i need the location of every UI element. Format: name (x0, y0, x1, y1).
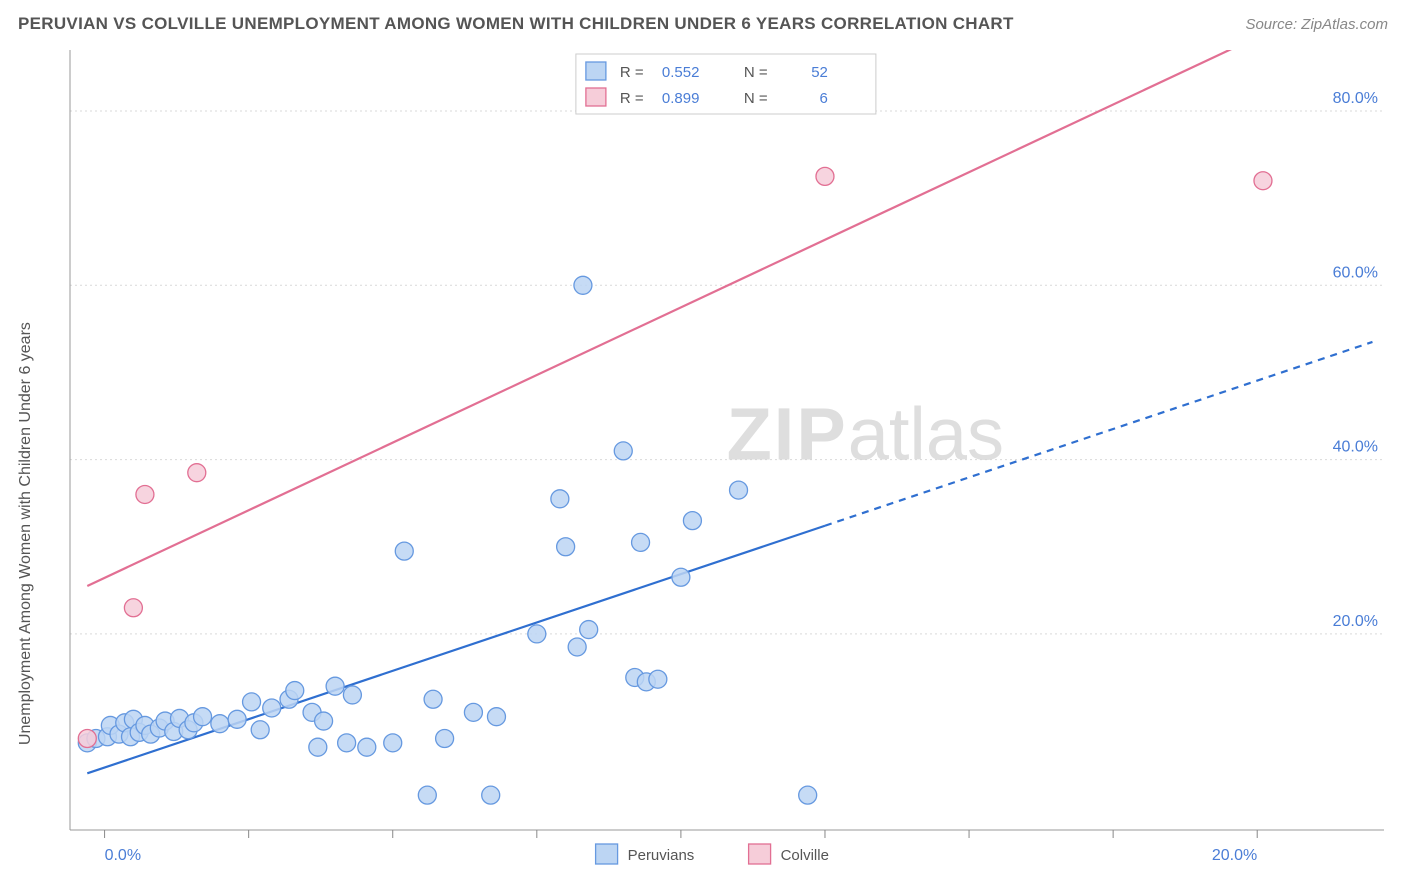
data-point (672, 568, 690, 586)
data-point (78, 729, 96, 747)
data-point (243, 693, 261, 711)
data-point (816, 167, 834, 185)
legend-label: Peruvians (628, 847, 695, 864)
data-point (487, 708, 505, 726)
data-point (424, 690, 442, 708)
y-tick-label: 40.0% (1333, 439, 1378, 456)
data-point (211, 715, 229, 733)
stats-swatch (586, 88, 606, 106)
stats-n-value: 6 (820, 90, 828, 107)
data-point (418, 786, 436, 804)
data-point (557, 538, 575, 556)
data-point (358, 738, 376, 756)
chart-container: 20.0% 40.0% 60.0% 80.0% 0.0% 20.0% ZIPatlas Une… (0, 44, 1406, 892)
y-tick-label: 80.0% (1333, 90, 1378, 107)
stats-n-value: 52 (811, 64, 828, 81)
data-point (799, 786, 817, 804)
x-tick-label: 20.0% (1212, 847, 1257, 864)
data-point (194, 708, 212, 726)
data-point (632, 533, 650, 551)
plot-area (78, 44, 1372, 804)
data-point (574, 276, 592, 294)
trend-line (87, 526, 825, 774)
stats-r-label: R = (620, 64, 644, 81)
data-point (343, 686, 361, 704)
data-point (614, 442, 632, 460)
y-tick-label: 60.0% (1333, 264, 1378, 281)
x-tick-label: 0.0% (105, 847, 141, 864)
trend-line (87, 44, 1372, 586)
scatter-chart: 20.0% 40.0% 60.0% 80.0% 0.0% 20.0% ZIPatlas Une… (0, 44, 1406, 892)
data-point (730, 481, 748, 499)
data-point (136, 485, 154, 503)
data-point (338, 734, 356, 752)
data-point (251, 721, 269, 739)
data-point (436, 729, 454, 747)
data-point (286, 682, 304, 700)
chart-title: PERUVIAN VS COLVILLE UNEMPLOYMENT AMONG … (18, 14, 1014, 34)
data-point (315, 712, 333, 730)
legend-label: Colville (781, 847, 829, 864)
data-point (580, 621, 598, 639)
data-point (263, 699, 281, 717)
legend-swatch (749, 844, 771, 864)
legend-swatch (596, 844, 618, 864)
data-point (683, 512, 701, 530)
data-point (1254, 172, 1272, 190)
data-point (649, 670, 667, 688)
stats-r-value: 0.552 (662, 64, 700, 81)
stats-r-label: R = (620, 90, 644, 107)
stats-n-label: N = (744, 64, 768, 81)
data-point (124, 599, 142, 617)
data-point (188, 464, 206, 482)
data-point (384, 734, 402, 752)
chart-source: Source: ZipAtlas.com (1245, 16, 1388, 33)
data-point (482, 786, 500, 804)
stats-n-label: N = (744, 90, 768, 107)
data-point (228, 710, 246, 728)
data-point (309, 738, 327, 756)
watermark: ZIPatlas (727, 393, 1004, 476)
data-point (528, 625, 546, 643)
data-point (326, 677, 344, 695)
data-point (464, 703, 482, 721)
y-tick-label: 20.0% (1333, 613, 1378, 630)
y-axis-title: Unemployment Among Women with Children U… (17, 322, 34, 745)
data-point (568, 638, 586, 656)
stats-swatch (586, 62, 606, 80)
data-point (551, 490, 569, 508)
data-point (395, 542, 413, 560)
stats-r-value: 0.899 (662, 90, 700, 107)
